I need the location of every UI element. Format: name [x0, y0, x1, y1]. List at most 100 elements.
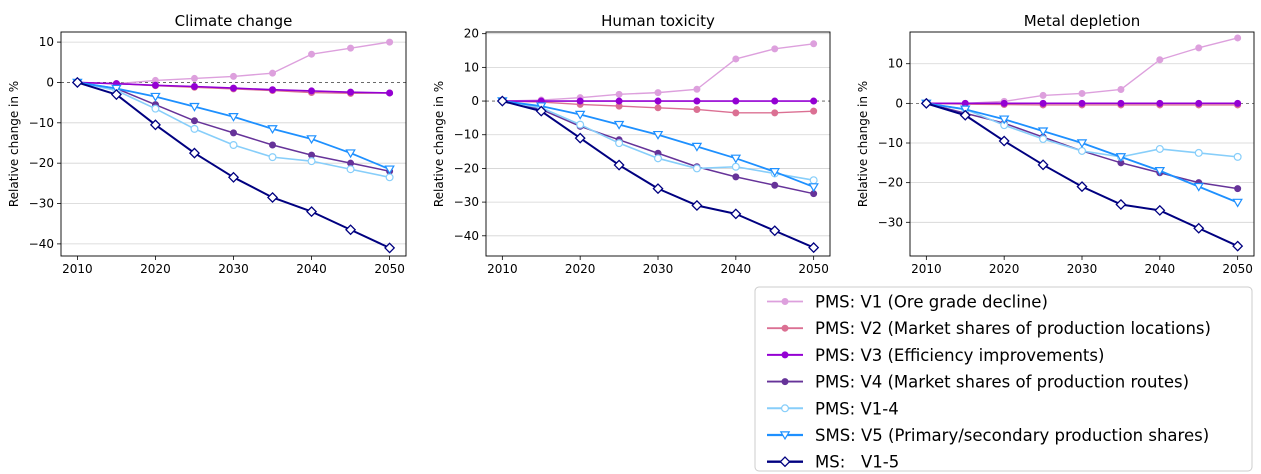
data-point	[1194, 148, 1203, 157]
data-point	[693, 105, 701, 113]
x-tick-label: 2020	[989, 262, 1020, 276]
data-point	[1195, 44, 1203, 52]
data-point	[731, 162, 740, 171]
data-point	[1195, 99, 1203, 107]
data-point	[810, 40, 818, 48]
data-point	[190, 117, 198, 125]
data-series	[922, 34, 1242, 107]
data-point	[574, 132, 586, 144]
data-point	[308, 50, 316, 58]
data-point	[384, 165, 395, 175]
y-tick-label: −20	[454, 161, 479, 175]
data-point	[307, 157, 316, 166]
x-tick-label: 2030	[218, 262, 249, 276]
legend-marker	[781, 324, 789, 332]
legend-label: MS: V1-5	[815, 453, 899, 472]
data-point	[1039, 135, 1048, 144]
data-point	[1037, 127, 1049, 137]
data-point	[692, 164, 701, 173]
legend-entry: PMS: V2 (Market shares of production loc…	[767, 319, 1211, 338]
data-point	[810, 97, 818, 105]
x-tick-label: 2050	[798, 262, 829, 276]
data-point	[1076, 139, 1088, 149]
data-point	[732, 97, 740, 105]
data-point	[652, 183, 664, 195]
data-point	[1233, 152, 1242, 161]
legend-box	[754, 286, 1253, 472]
series-line	[77, 81, 391, 249]
data-point	[771, 45, 779, 53]
y-axis-label: Relative change in %	[7, 81, 21, 207]
legend-label: PMS: V1 (Ore grade decline)	[815, 293, 1048, 312]
y-tick-label: −40	[29, 237, 54, 251]
y-tick-label: 10	[39, 35, 54, 49]
data-point	[111, 84, 122, 94]
legend-entry: MS: V1-5	[767, 453, 899, 472]
data-point	[229, 141, 238, 150]
data-point	[306, 206, 318, 218]
data-point	[150, 92, 161, 102]
data-point	[227, 171, 240, 183]
chart-panel: 10 0 −10 −20 −30 2010 2020 2030 2040 2050 Metal de…	[856, 12, 1255, 276]
data-point	[998, 115, 1010, 125]
data-point	[808, 242, 820, 254]
data-point	[190, 74, 198, 82]
data-point	[386, 89, 394, 97]
series-line	[502, 100, 814, 195]
data-point	[1154, 167, 1166, 176]
y-tick-label: −30	[878, 215, 903, 229]
data-point	[306, 135, 317, 145]
data-point	[149, 119, 161, 131]
legend-entry: PMS: V4 (Market shares of production rou…	[767, 373, 1189, 392]
data-point	[188, 147, 200, 159]
legend-label: PMS: V3 (Efficiency improvements)	[815, 346, 1104, 365]
legend-marker	[779, 456, 791, 468]
data-point	[190, 82, 198, 90]
data-point	[269, 86, 277, 94]
data-point	[151, 104, 160, 113]
legend-marker	[781, 351, 789, 359]
x-tick-label: 2020	[140, 262, 171, 276]
data-point	[1234, 185, 1242, 193]
data-point	[1037, 159, 1049, 171]
legend-label: PMS: V1-4	[815, 399, 899, 418]
data-point	[71, 76, 83, 88]
legend-marker	[781, 297, 789, 305]
data-point	[110, 89, 122, 101]
data-point	[308, 87, 316, 95]
data-point	[1000, 99, 1008, 107]
chart-panel: 10 0 −10 −20 −30 −40 2010 2020 2030 2040 2050 Clima…	[7, 12, 407, 276]
data-point	[1156, 99, 1164, 107]
y-tick-label: −10	[878, 136, 903, 150]
data-point	[1232, 198, 1243, 208]
data-point	[732, 55, 740, 63]
data-point	[347, 44, 355, 52]
data-point	[1193, 222, 1205, 234]
data-point	[496, 95, 508, 107]
legend-label: PMS: V4 (Market shares of production rou…	[815, 373, 1189, 392]
data-point	[1039, 99, 1047, 107]
data-point	[653, 154, 662, 163]
data-point	[613, 120, 625, 130]
legend-entry: PMS: V1 (Ore grade decline)	[767, 293, 1048, 312]
y-tick-label: 0	[895, 96, 903, 110]
y-tick-label: −30	[454, 195, 479, 209]
data-point	[771, 181, 779, 189]
data-point	[267, 125, 278, 135]
data-point	[771, 97, 779, 105]
data-point	[615, 90, 623, 98]
y-tick-label: 0	[471, 94, 479, 108]
data-point	[385, 173, 394, 182]
data-point	[654, 104, 662, 112]
legend-label: SMS: V5 (Primary/secondary production sh…	[815, 426, 1209, 445]
data-point	[576, 97, 584, 105]
y-tick-label: −20	[878, 176, 903, 190]
data-point	[574, 110, 586, 120]
data-point	[959, 109, 971, 121]
y-tick-label: −30	[29, 197, 54, 211]
y-tick-label: 10	[464, 60, 479, 74]
data-series	[498, 97, 818, 105]
